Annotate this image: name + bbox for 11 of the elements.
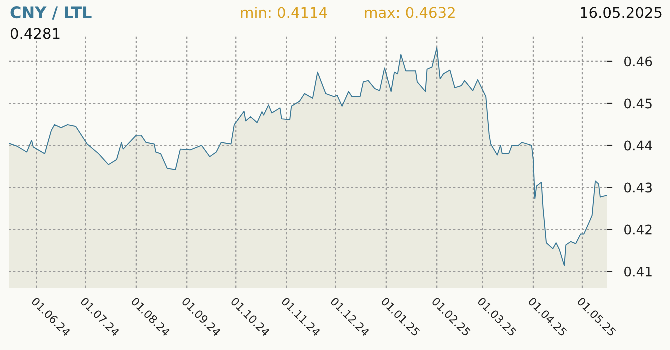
y-tick-label: 0.41 bbox=[624, 266, 652, 277]
y-tick-label: 0.45 bbox=[624, 98, 652, 109]
annotation: 0.4281 bbox=[10, 28, 60, 40]
y-tick-label: 0.46 bbox=[624, 56, 652, 67]
chart-title: CNY / LTL bbox=[10, 6, 92, 20]
text: 16.05.2025 bbox=[581, 7, 662, 18]
y-tick-label: 0.43 bbox=[624, 182, 652, 193]
y-tick-label: 0.42 bbox=[624, 224, 652, 235]
y-tick-label: 0.44 bbox=[624, 140, 652, 151]
text: min: 0.4114 bbox=[241, 6, 328, 18]
text: max: 0.4632 bbox=[365, 7, 455, 18]
